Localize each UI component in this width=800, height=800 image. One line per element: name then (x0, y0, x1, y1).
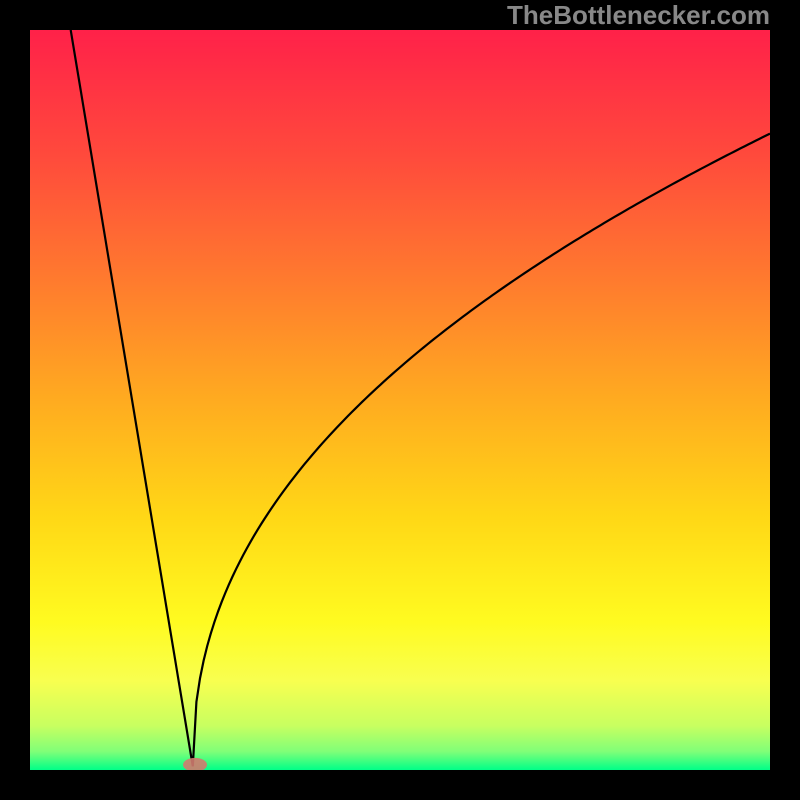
attribution-text: TheBottlenecker.com (507, 0, 770, 31)
optimum-marker (183, 758, 207, 770)
bottleneck-curve-svg (30, 30, 770, 770)
plot-area (30, 30, 770, 770)
bottleneck-curve (71, 30, 770, 766)
